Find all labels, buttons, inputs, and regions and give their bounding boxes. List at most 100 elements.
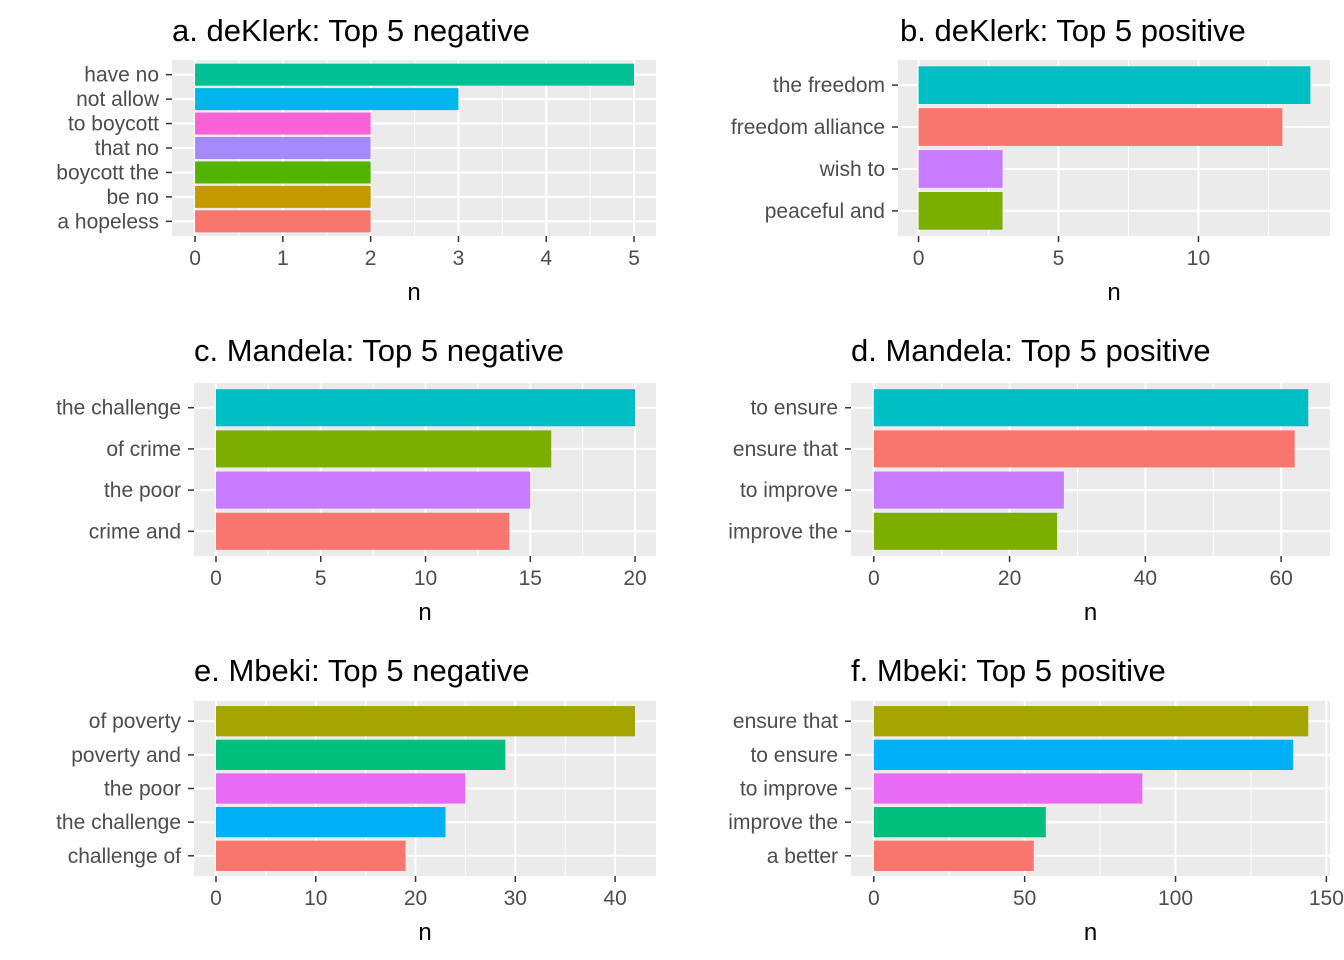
x-tick-label: 15 [519, 567, 542, 590]
bar-to-boycott [195, 112, 371, 135]
x-tick-label: 40 [603, 887, 626, 910]
y-tick-label: of crime [106, 438, 181, 461]
bar-the-poor [216, 773, 466, 804]
y-tick-label: to ensure [750, 397, 838, 420]
x-tick-label: 50 [1013, 887, 1036, 910]
y-tick-label: wish to [819, 158, 885, 181]
panel-title: c. Mandela: Top 5 negative [194, 333, 564, 368]
x-tick-label: 0 [913, 247, 925, 270]
x-tick-label: 1 [277, 247, 289, 270]
bar-the-freedom [918, 66, 1311, 104]
panel-f: ensure that to ensure to improve improve th… [728, 653, 1344, 946]
y-tick-label: the challenge [56, 811, 181, 834]
bar-improve-the [873, 807, 1046, 838]
y-tick-label: the poor [104, 479, 181, 502]
x-tick-label: 0 [868, 887, 880, 910]
bar-a-better [873, 840, 1034, 871]
y-tick-label: crime and [89, 520, 181, 543]
x-axis-title: n [1107, 279, 1120, 306]
bar-boycott-the [195, 161, 371, 184]
x-tick-label: 0 [189, 247, 201, 270]
bar-the-challenge [216, 389, 636, 427]
bar-of-crime [216, 430, 552, 468]
bar-to-improve [873, 471, 1064, 509]
y-tick-label: to improve [740, 778, 838, 801]
x-tick-label: 10 [1187, 247, 1210, 270]
panel-title: b. deKlerk: Top 5 positive [900, 13, 1246, 48]
x-tick-label: 0 [868, 567, 880, 590]
y-tick-label: have no [84, 64, 159, 87]
y-tick-label: of poverty [89, 710, 182, 733]
panel-d: to ensure ensure that to improve improve th… [728, 333, 1330, 626]
y-tick-label: improve the [728, 811, 838, 834]
y-tick-label: be no [106, 186, 159, 209]
panel-title: f. Mbeki: Top 5 positive [851, 653, 1166, 688]
y-tick-label: to boycott [68, 113, 159, 136]
bar-ensure-that [873, 430, 1295, 468]
y-tick-label: not allow [76, 88, 160, 111]
bar-wish-to [918, 150, 1003, 188]
bar-freedom-alliance [918, 108, 1283, 146]
bar-be-no [195, 185, 371, 208]
bar-poverty-and [216, 739, 506, 770]
y-tick-label: freedom alliance [731, 116, 885, 139]
bar-to-ensure [873, 739, 1294, 770]
x-axis-title: n [418, 919, 431, 946]
x-tick-label: 30 [504, 887, 527, 910]
x-tick-label: 2 [365, 247, 377, 270]
x-axis-title: n [407, 279, 420, 306]
y-tick-label: improve the [728, 520, 838, 543]
bar-the-poor [216, 471, 531, 509]
x-tick-label: 5 [628, 247, 640, 270]
x-tick-label: 10 [304, 887, 327, 910]
bar-challenge-of [216, 840, 406, 871]
panel-title: d. Mandela: Top 5 positive [851, 333, 1211, 368]
x-axis-title: n [1084, 599, 1097, 626]
panel-title: e. Mbeki: Top 5 negative [194, 653, 529, 688]
x-tick-label: 20 [623, 567, 646, 590]
x-tick-label: 100 [1158, 887, 1193, 910]
x-tick-label: 3 [453, 247, 465, 270]
y-tick-label: challenge of [68, 845, 181, 868]
x-tick-label: 20 [404, 887, 427, 910]
bar-improve-the [873, 512, 1058, 550]
panel-b: the freedom freedom alliance wish to peacef… [731, 13, 1330, 306]
panel-c: the challenge of crime the poor crime and 0 5… [56, 333, 656, 626]
x-tick-label: 0 [210, 887, 222, 910]
y-tick-label: to ensure [750, 744, 838, 767]
y-tick-label: that no [95, 137, 159, 160]
bar-a-hopeless [195, 210, 371, 233]
bar-the-challenge [216, 807, 446, 838]
bar-of-poverty [216, 706, 636, 737]
bar-crime-and [216, 512, 510, 550]
y-tick-label: ensure that [733, 438, 838, 461]
y-tick-label: poverty and [71, 744, 181, 767]
x-tick-label: 40 [1134, 567, 1157, 590]
bar-to-improve [873, 773, 1143, 804]
y-tick-label: the freedom [773, 74, 885, 97]
x-tick-label: 5 [315, 567, 327, 590]
bar-have-no [195, 63, 635, 86]
x-tick-label: 10 [414, 567, 437, 590]
x-tick-label: 5 [1053, 247, 1065, 270]
x-tick-label: 20 [998, 567, 1021, 590]
y-tick-label: a hopeless [57, 210, 159, 233]
x-tick-label: 150 [1309, 887, 1344, 910]
bar-to-ensure [873, 389, 1309, 427]
y-tick-label: boycott the [56, 161, 159, 184]
y-tick-label: peaceful and [765, 200, 885, 223]
x-tick-label: 60 [1269, 567, 1292, 590]
bar-that-no [195, 137, 371, 159]
panel-e: of poverty poverty and the poor the challen… [56, 653, 656, 946]
y-tick-label: the poor [104, 778, 181, 801]
x-axis-title: n [1084, 919, 1097, 946]
x-tick-label: 4 [540, 247, 552, 270]
y-tick-label: ensure that [733, 710, 838, 733]
x-axis-title: n [418, 599, 431, 626]
bar-not-allow [195, 88, 459, 111]
x-tick-label: 0 [210, 567, 222, 590]
y-tick-label: a better [767, 845, 838, 868]
bar-ensure-that [873, 706, 1309, 737]
